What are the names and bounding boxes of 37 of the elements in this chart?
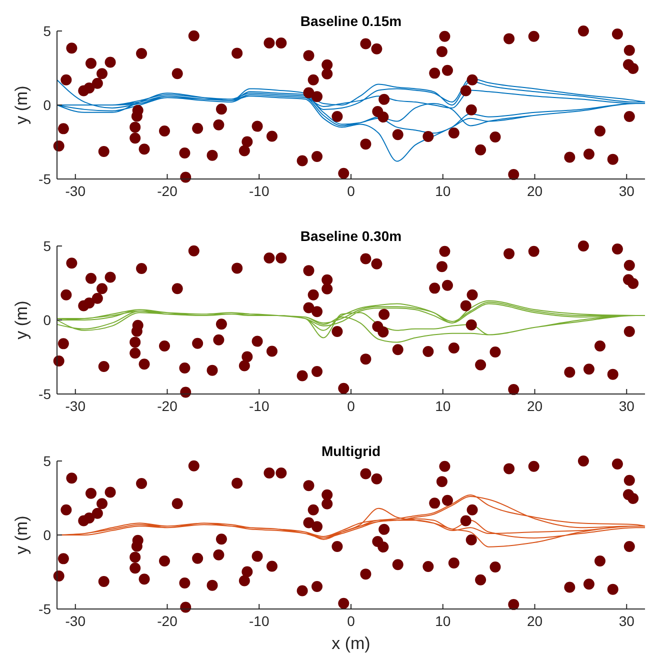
x-tick-label: 0 (347, 613, 356, 629)
chart-title: Baseline 0.30m (300, 228, 402, 244)
x-tick-label: -20 (157, 183, 178, 199)
x-tick-label: 20 (526, 613, 543, 629)
y-axis-title: y (m) (12, 300, 31, 340)
y-tick-label: 5 (43, 23, 52, 39)
y-tick-label: 5 (43, 238, 52, 254)
x-tick-label: 0 (347, 398, 356, 414)
y-axis-title: y (m) (12, 516, 31, 554)
y-tick-label: 0 (43, 312, 52, 328)
x-tick-label: -20 (157, 613, 178, 629)
y-tick-label: 5 (43, 453, 52, 469)
y-tick-label: -5 (38, 171, 52, 187)
y-tick-label: -5 (38, 601, 52, 617)
x-tick-label: 10 (435, 613, 451, 629)
x-tick-label: 0 (347, 183, 356, 199)
x-tick-label: -30 (65, 183, 86, 199)
x-tick-label: 20 (526, 398, 543, 414)
x-tick-label: 30 (618, 398, 635, 414)
y-tick-label: -5 (38, 386, 52, 402)
y-axis-title: y (m) (12, 86, 31, 124)
y-tick-label: 0 (43, 527, 52, 543)
x-tick-label: -30 (65, 398, 86, 414)
x-tick-label: -10 (249, 613, 270, 629)
x-tick-label: 20 (526, 183, 543, 199)
y-tick-label: 0 (43, 97, 52, 113)
x-tick-label: 30 (618, 613, 635, 629)
chart-title: Multigrid (321, 443, 381, 459)
chart-title: Baseline 0.15m (300, 13, 402, 29)
x-axis-title: x (m) (332, 634, 370, 653)
x-tick-label: -20 (157, 398, 178, 414)
x-tick-label: -10 (249, 183, 270, 199)
x-tick-label: -30 (65, 613, 86, 629)
x-tick-label: -10 (249, 398, 270, 414)
x-tick-label: 10 (435, 398, 451, 414)
x-tick-label: 30 (618, 183, 635, 199)
x-tick-label: 10 (435, 183, 451, 199)
